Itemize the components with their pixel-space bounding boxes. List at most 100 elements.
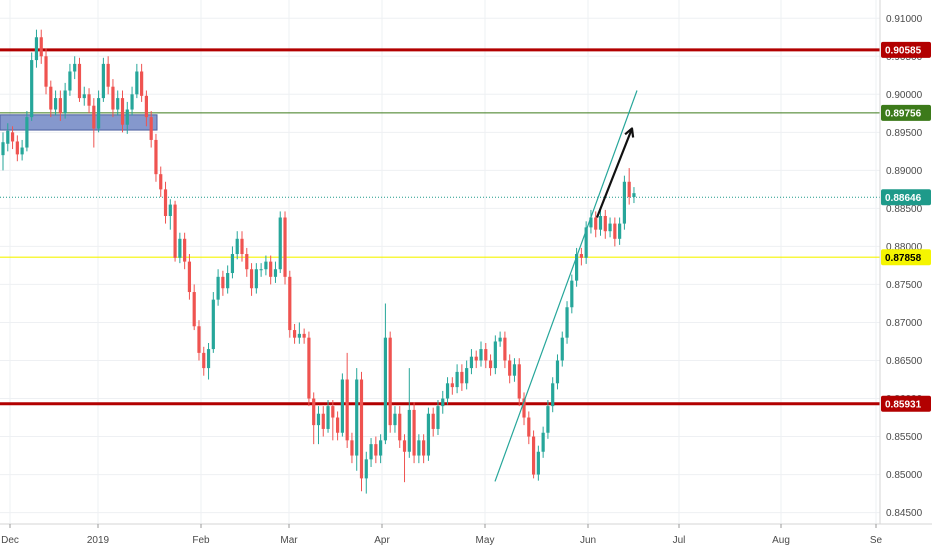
candle <box>355 368 359 471</box>
candle-body <box>226 273 230 289</box>
candle-body <box>359 379 364 479</box>
candle <box>627 168 631 205</box>
candle <box>221 270 225 296</box>
candle <box>551 377 555 413</box>
candle-body <box>422 440 426 456</box>
candle-body <box>6 130 10 144</box>
time-axis[interactable]: Dec 2019 Feb Mar Apr May Jun Jul Aug Se <box>1 524 883 546</box>
candle-body <box>34 37 39 61</box>
candle <box>488 354 493 376</box>
candle-body <box>445 383 450 399</box>
candle <box>402 434 407 483</box>
candle-body <box>374 444 378 456</box>
candle-body <box>106 63 110 87</box>
candle-body <box>44 56 48 87</box>
candle <box>364 451 368 494</box>
candle <box>278 211 282 274</box>
candle-body <box>1 142 5 156</box>
candle-body <box>627 181 631 197</box>
candle-body <box>173 204 177 258</box>
arrow-shaft <box>595 128 634 218</box>
candle-body <box>77 63 82 99</box>
candle <box>570 274 574 314</box>
candle <box>30 52 34 121</box>
candle-body <box>555 360 560 384</box>
candle <box>321 406 325 437</box>
candle <box>1 132 5 171</box>
candle <box>130 86 134 116</box>
candle-body <box>503 337 507 361</box>
candle <box>379 434 383 464</box>
price-badge-bg <box>881 189 931 206</box>
candle <box>493 335 497 375</box>
candle <box>398 406 402 448</box>
candle <box>106 56 110 95</box>
candle <box>503 331 507 369</box>
candle-body <box>579 254 583 258</box>
candle <box>183 232 187 270</box>
candle-body <box>469 356 474 369</box>
price-badge-bg <box>881 395 931 412</box>
price-badge-label: 0.87858 <box>885 253 922 264</box>
candle <box>474 350 478 369</box>
candle-body <box>398 413 402 441</box>
candle <box>82 86 86 106</box>
candle-body <box>407 409 411 452</box>
candle <box>44 48 48 95</box>
candle <box>512 358 517 382</box>
candle <box>345 352 349 448</box>
candle <box>412 402 416 464</box>
candle-body <box>63 90 67 114</box>
candle <box>116 90 120 116</box>
candle-body <box>522 398 526 418</box>
candle-body <box>560 337 564 361</box>
candle-body <box>82 94 86 99</box>
candle-body <box>130 94 134 110</box>
price-tick-label: 0.85000 <box>886 470 923 481</box>
candle <box>58 90 62 121</box>
candle-body <box>450 383 454 388</box>
price-axis[interactable]: 0.910000.905000.900000.895000.890000.885… <box>886 14 923 519</box>
candle <box>178 232 182 264</box>
candle-body <box>101 63 105 99</box>
time-tick-label: Se <box>870 535 883 546</box>
candle-body <box>551 383 555 407</box>
candle <box>312 392 316 445</box>
candle <box>283 211 287 285</box>
price-tick-label: 0.89500 <box>886 128 923 139</box>
candle-body <box>183 238 187 262</box>
candle <box>422 434 426 464</box>
candle <box>15 135 19 162</box>
candle <box>598 209 603 236</box>
candle <box>565 301 569 344</box>
candle-body <box>326 406 330 429</box>
price-badge-support: 0.85931 <box>881 395 931 412</box>
arrow-head <box>624 127 635 138</box>
candle-body <box>120 98 125 125</box>
candle <box>498 331 502 347</box>
candle <box>87 88 91 114</box>
candle <box>350 432 354 464</box>
candle-body <box>598 215 603 230</box>
candle <box>125 101 129 134</box>
candle <box>135 63 139 99</box>
candle-body <box>575 254 579 281</box>
candle <box>374 436 378 464</box>
candle-body <box>441 398 445 407</box>
candle <box>531 430 536 479</box>
candle-body <box>484 349 488 361</box>
candle-body <box>168 204 172 216</box>
time-tick-label: Aug <box>772 535 790 546</box>
candle-body <box>584 227 588 258</box>
time-tick-label: Feb <box>192 535 210 546</box>
candle-body <box>488 360 493 369</box>
candle-body <box>455 371 459 388</box>
candle-body <box>140 71 144 96</box>
candle-body <box>379 440 383 456</box>
candle-body <box>240 238 244 255</box>
candle-body <box>30 60 34 118</box>
candle <box>168 199 172 230</box>
candle <box>173 200 177 262</box>
price-tick-label: 0.89000 <box>886 166 923 177</box>
